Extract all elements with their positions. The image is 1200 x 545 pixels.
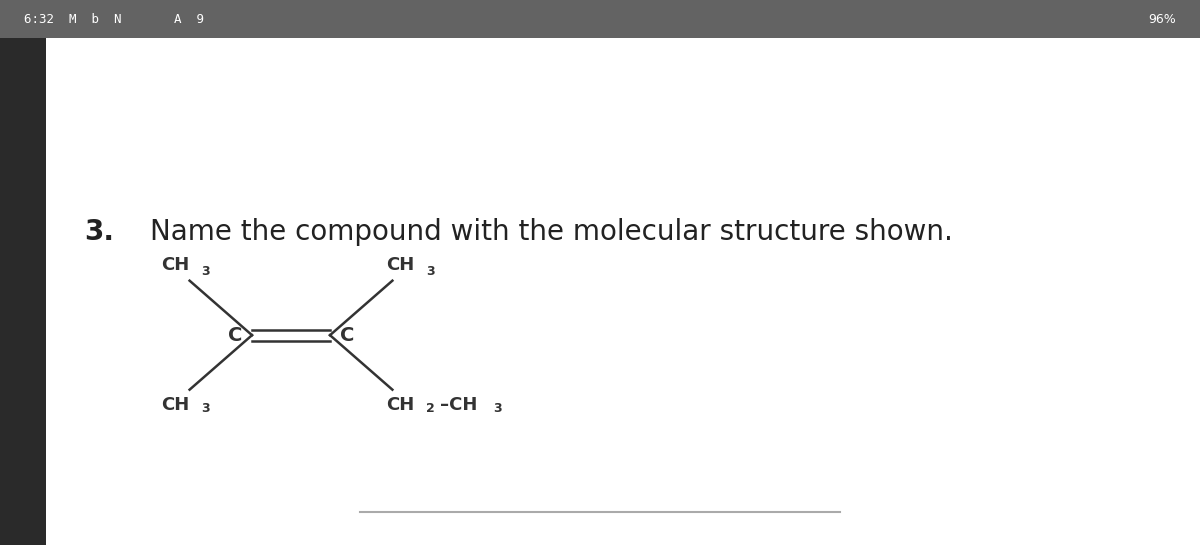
Text: CH: CH	[386, 256, 415, 274]
Text: 6:32  M  b  N       A  9: 6:32 M b N A 9	[24, 13, 204, 26]
Text: C: C	[228, 326, 242, 344]
Text: 2: 2	[426, 402, 434, 415]
Text: CH: CH	[161, 256, 190, 274]
FancyBboxPatch shape	[0, 38, 46, 545]
FancyBboxPatch shape	[0, 0, 1200, 38]
Text: CH: CH	[161, 396, 190, 414]
Text: 3: 3	[202, 265, 210, 278]
Text: Name the compound with the molecular structure shown.: Name the compound with the molecular str…	[150, 218, 953, 246]
Text: 96%: 96%	[1148, 13, 1176, 26]
Text: 3: 3	[202, 402, 210, 415]
Text: 3: 3	[426, 265, 434, 278]
Text: C: C	[340, 326, 354, 344]
Text: CH: CH	[386, 396, 415, 414]
Text: –CH: –CH	[440, 396, 478, 414]
Text: 3.: 3.	[84, 218, 114, 246]
Text: 3: 3	[493, 402, 502, 415]
